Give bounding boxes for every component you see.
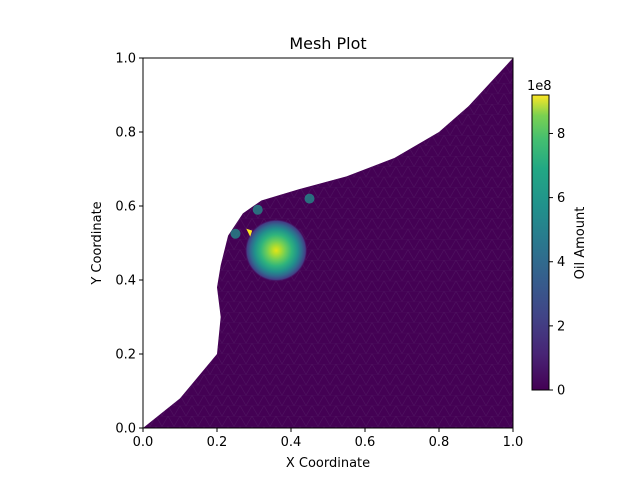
colorbar-tick-label: 8 xyxy=(557,127,565,142)
y-tick-label: 0.8 xyxy=(115,126,136,141)
x-tick-label: 1.0 xyxy=(503,435,524,450)
colorbar-label: Oil Amount xyxy=(573,207,588,280)
colorbar: 1e8 0 2 4 6 8 Oil Amount xyxy=(527,79,588,399)
x-axis-label: X Coordinate xyxy=(286,456,370,471)
y-tick-label: 0.4 xyxy=(115,274,136,289)
colorbar-exponent: 1e8 xyxy=(527,79,552,94)
y-tick-label: 1.0 xyxy=(115,52,136,67)
x-tick-label: 0.0 xyxy=(133,435,154,450)
oil-plume xyxy=(244,218,308,282)
hot-cells xyxy=(230,193,315,239)
colorbar-tick-label: 2 xyxy=(557,319,565,334)
hot-cell xyxy=(246,228,253,237)
plot-frame xyxy=(142,57,514,429)
mesh-triangulation xyxy=(143,58,513,428)
colorbar-tick-label: 0 xyxy=(557,384,565,399)
y-tick-label: 0.2 xyxy=(115,348,136,363)
colorbar-tick-label: 6 xyxy=(557,191,565,206)
x-tick-label: 0.8 xyxy=(429,435,450,450)
hot-cell xyxy=(304,193,315,204)
plot-area xyxy=(142,57,514,429)
colorbar-ticks: 0 2 4 6 8 xyxy=(549,127,565,399)
colorbar-gradient xyxy=(531,94,550,391)
x-axis: 0.0 0.2 0.4 0.6 0.8 1.0 xyxy=(133,428,524,450)
chart-title: Mesh Plot xyxy=(289,34,366,53)
y-axis: 0.0 0.2 0.4 0.6 0.8 1.0 xyxy=(115,52,143,437)
x-tick-label: 0.2 xyxy=(207,435,228,450)
colorbar-tick-label: 4 xyxy=(557,255,565,270)
x-tick-label: 0.6 xyxy=(355,435,376,450)
y-axis-label: Y Coordinate xyxy=(90,201,105,285)
y-tick-label: 0.6 xyxy=(115,200,136,215)
hot-cell xyxy=(252,204,263,215)
y-tick-label: 0.0 xyxy=(115,422,136,437)
hot-cell xyxy=(230,228,241,239)
x-tick-label: 0.4 xyxy=(281,435,302,450)
